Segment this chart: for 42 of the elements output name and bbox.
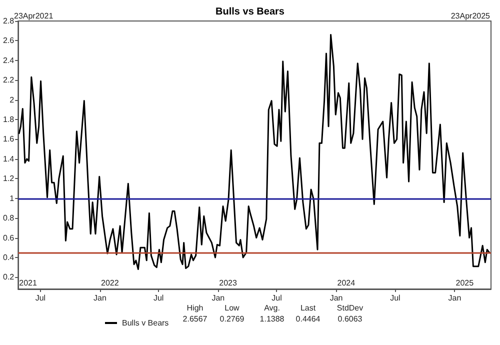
annotation: 2024 bbox=[337, 278, 356, 288]
y-tick-label: 2.2 bbox=[2, 76, 15, 85]
x-tick-label: Jan bbox=[212, 294, 225, 302]
text: Low bbox=[224, 304, 240, 312]
y-tick-label: 1.6 bbox=[2, 134, 15, 144]
text: Avg. bbox=[264, 304, 280, 312]
y-tick-label: 1.8 bbox=[2, 115, 15, 124]
y-tick-label: 2.6 bbox=[2, 36, 15, 46]
y-tick-label: 1 bbox=[10, 194, 15, 203]
text: 0.4464 bbox=[296, 314, 321, 324]
y-tick-label: 0.6 bbox=[2, 233, 15, 242]
text: 23Apr2021 bbox=[14, 12, 54, 20]
y-tick-label: 1.2 bbox=[2, 174, 15, 184]
chart-title: Bulls vs Bears bbox=[216, 6, 285, 18]
x-tick-label: Jul bbox=[272, 294, 282, 302]
text: 2.6567 bbox=[182, 314, 208, 324]
line-series bbox=[18, 34, 490, 270]
text: 1.1388 bbox=[260, 314, 285, 324]
annotation: 2023 bbox=[219, 278, 238, 288]
y-tick-label: 0.8 bbox=[2, 214, 15, 223]
y-tick-label: 2 bbox=[10, 95, 15, 104]
legend-label: Bulls v Bears bbox=[122, 318, 169, 328]
text: StdDev bbox=[336, 304, 364, 312]
text: 0.2769 bbox=[220, 314, 245, 324]
text: 0.6063 bbox=[338, 314, 363, 324]
y-tick-label: 2.8 bbox=[2, 16, 15, 26]
x-tick-label: Jul bbox=[153, 294, 164, 302]
annotation: 2021 bbox=[19, 278, 38, 288]
x-tick-label: Jul bbox=[35, 294, 46, 302]
y-tick-label: 1.4 bbox=[2, 154, 15, 164]
x-tick-label: Jan bbox=[448, 294, 462, 302]
text: Last bbox=[300, 304, 316, 312]
x-tick-label: Jan bbox=[94, 294, 106, 302]
annotation: 2022 bbox=[101, 278, 120, 288]
x-tick-label: Jan bbox=[330, 294, 343, 302]
y-tick-label: 0.2 bbox=[2, 272, 15, 282]
annotation: 2025 bbox=[456, 278, 474, 288]
y-tick-label: 2.4 bbox=[2, 56, 15, 65]
text: 23Apr2025 bbox=[450, 12, 491, 20]
x-tick-label: Jul bbox=[390, 294, 401, 302]
text: High bbox=[186, 304, 204, 312]
y-tick-label: 0.4 bbox=[2, 252, 15, 262]
